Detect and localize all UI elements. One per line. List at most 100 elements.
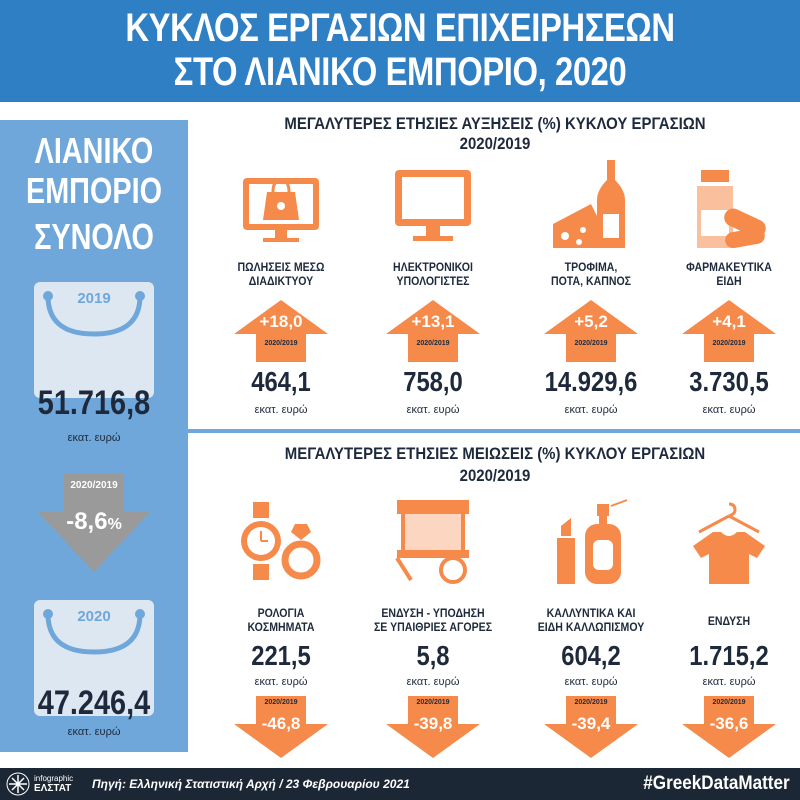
change-value: -8,6% bbox=[38, 508, 150, 536]
decrease-arrow: 2020/2019 -39,4 bbox=[544, 696, 638, 758]
decrease-item-open-air-markets: ΕΝΔΥΣΗ - ΥΠΟΔΗΣΗ ΣΕ ΥΠΑΙΘΡΙΕΣ ΑΓΟΡΕΣ 5,8… bbox=[358, 496, 508, 766]
elstat-star-icon bbox=[6, 772, 30, 796]
down-arrow-icon bbox=[234, 696, 328, 758]
item-unit: εκατ. ευρώ bbox=[254, 676, 308, 688]
item-label-line-1: ΕΝΔΥΣΗ - ΥΠΟΔΗΣΗ bbox=[381, 606, 485, 620]
lipstick-perfume-icon bbox=[557, 499, 628, 584]
item-label-line-1: ΦΑΡΜΑΚΕΥΤΙΚΑ bbox=[686, 260, 772, 274]
pct-change: -46,8 bbox=[261, 714, 301, 733]
increase-arrow: +18,0 2020/2019 bbox=[234, 300, 328, 362]
item-unit: εκατ. ευρώ bbox=[406, 676, 460, 688]
source-text: Πηγή: Ελληνική Στατιστική Αρχή / 23 Φεβρ… bbox=[92, 777, 410, 791]
decrease-arrow: 2020/2019 -46,8 bbox=[234, 696, 328, 758]
unit-2020: εκατ. ευρώ bbox=[67, 726, 121, 738]
bag-handle-icon bbox=[43, 609, 145, 655]
bag-handle-icon bbox=[43, 291, 145, 337]
item-value: 5,8 bbox=[416, 640, 450, 671]
total-change-arrow: 2020/2019 -8,6% bbox=[38, 474, 150, 572]
computer-monitor-icon bbox=[395, 170, 471, 241]
increase-arrow: +4,1 2020/2019 bbox=[682, 300, 776, 362]
item-value: 464,1 bbox=[251, 366, 311, 397]
pills-bottle-icon bbox=[697, 170, 766, 249]
down-arrow-icon bbox=[682, 696, 776, 758]
market-stall-icon bbox=[395, 500, 469, 584]
item-label-line-1: ΚΑΛΛΥΝΤΙΚΑ ΚΑΙ bbox=[546, 606, 636, 620]
item-label-line-1: ΡΟΛΟΓΙΑ bbox=[257, 606, 305, 620]
item-unit: εκατ. ευρώ bbox=[564, 676, 618, 688]
year-label-2020: 2020 bbox=[77, 608, 111, 625]
item-label-line-1: ΗΛΕΚΤΡΟΝΙΚΟΙ bbox=[393, 260, 473, 274]
cheese-bottle-icon bbox=[553, 160, 625, 248]
decrease-arrow: 2020/2019 -36,6 bbox=[682, 696, 776, 758]
pct-change: -39,8 bbox=[413, 714, 453, 733]
pct-change: +18,0 bbox=[259, 312, 303, 331]
pct-period: 2020/2019 bbox=[264, 699, 298, 706]
pct-period: 2020/2019 bbox=[574, 699, 608, 706]
increase-item-pharmaceuticals: ΦΑΡΜΑΚΕΥΤΙΚΑ ΕΙΔΗ +4,1 2020/2019 3.730,5… bbox=[654, 160, 800, 420]
increase-arrow: +5,2 2020/2019 bbox=[544, 300, 638, 362]
item-label-line-2: ΠΟΤΑ, ΚΑΠΝΟΣ bbox=[550, 274, 632, 288]
increase-item-online-sales: ΠΩΛΗΣΕΙΣ ΜΕΣΩ ΔΙΑΔΙΚΤΥΟΥ +18,0 2020/2019… bbox=[206, 160, 356, 420]
pct-period: 2020/2019 bbox=[712, 699, 746, 706]
panel-title-line-3: ΣΥΝΟΛΟ bbox=[34, 216, 154, 257]
decrease-item-clothing: ΕΝΔΥΣΗ 1.715,2 εκατ. ευρώ 2020/2019 -36,… bbox=[654, 496, 800, 766]
watch-ring-icon bbox=[241, 502, 321, 580]
footer: infographic ΕΛΣΤΑΤ Πηγή: Ελληνική Στατισ… bbox=[0, 768, 800, 800]
item-label-line-2: ΣΕ ΥΠΑΙΘΡΙΕΣ ΑΓΟΡΕΣ bbox=[373, 620, 493, 634]
unit-2019: εκατ. ευρώ bbox=[67, 432, 121, 444]
decrease-item-watches-jewelry: ΡΟΛΟΓΙΑ ΚΟΣΜΗΜΑΤΑ 221,5 εκατ. ευρώ 2020/… bbox=[206, 496, 356, 766]
item-label-line-2: ΕΙΔΗ ΚΑΛΛΩΠΙΣΜΟΥ bbox=[537, 620, 645, 634]
shopping-bag-2020: 2020 bbox=[34, 600, 154, 716]
up-arrow-icon bbox=[234, 300, 328, 362]
increases-period: 2020/2019 bbox=[459, 134, 531, 153]
year-label-2019: 2019 bbox=[77, 290, 111, 307]
change-number: -8,6 bbox=[66, 508, 108, 535]
item-value: 1.715,2 bbox=[689, 640, 769, 671]
pct-period: 2020/2019 bbox=[712, 340, 746, 347]
pct-change: +13,1 bbox=[411, 312, 455, 331]
item-value: 758,0 bbox=[403, 366, 463, 397]
total-value-2019: 51.716,8 bbox=[37, 384, 151, 422]
pct-change: -39,4 bbox=[571, 714, 611, 733]
decrease-item-cosmetics: ΚΑΛΛΥΝΤΙΚΑ ΚΑΙ ΕΙΔΗ ΚΑΛΛΩΠΙΣΜΟΥ 604,2 εκ… bbox=[516, 496, 666, 766]
up-arrow-icon bbox=[386, 300, 480, 362]
logo-text-top: infographic bbox=[34, 774, 74, 783]
item-value: 604,2 bbox=[561, 640, 621, 671]
elstat-logo: infographic ΕΛΣΤΑΤ bbox=[6, 772, 86, 796]
item-unit: εκατ. ευρώ bbox=[564, 404, 618, 416]
tshirt-hanger-icon bbox=[693, 502, 765, 584]
pct-change: +4,1 bbox=[712, 312, 746, 331]
item-label-line-2: ΚΟΣΜΗΜΑΤΑ bbox=[247, 620, 315, 634]
item-unit: εκατ. ευρώ bbox=[406, 404, 460, 416]
decreases-period: 2020/2019 bbox=[459, 466, 531, 485]
pct-change: -36,6 bbox=[709, 714, 749, 733]
item-label-line-2: ΥΠΟΛΟΓΙΣΤΕΣ bbox=[396, 274, 470, 288]
item-value: 3.730,5 bbox=[689, 366, 769, 397]
up-arrow-icon bbox=[682, 300, 776, 362]
section-divider bbox=[188, 429, 800, 433]
change-period: 2020/2019 bbox=[70, 480, 118, 491]
increases-title: ΜΕΓΑΛΥΤΕΡΕΣ ΕΤΗΣΙΕΣ ΑΥΞΗΣΕΙΣ (%) ΚΥΚΛΟΥ … bbox=[284, 114, 706, 133]
page-title-line-1: ΚΥΚΛΟΣ ΕΡΓΑΣΙΩΝ ΕΠΙΧΕΙΡΗΣΕΩΝ bbox=[125, 6, 675, 50]
up-arrow-icon bbox=[544, 300, 638, 362]
increase-item-food: ΤΡΟΦΙΜΑ, ΠΟΤΑ, ΚΑΠΝΟΣ +5,2 2020/2019 14.… bbox=[516, 160, 666, 420]
down-arrow-icon bbox=[386, 696, 480, 758]
decreases-title: ΜΕΓΑΛΥΤΕΡΕΣ ΕΤΗΣΙΕΣ ΜΕΙΩΣΕΙΣ (%) ΚΥΚΛΟΥ … bbox=[284, 444, 706, 463]
pct-period: 2020/2019 bbox=[416, 340, 450, 347]
item-label-line-1: ΕΝΔΥΣΗ bbox=[707, 614, 751, 628]
total-value-2020: 47.246,4 bbox=[37, 684, 151, 722]
item-label-line-2: ΕΙΔΗ bbox=[716, 274, 742, 288]
pct-change: +5,2 bbox=[574, 312, 608, 331]
item-label-line-2: ΔΙΑΔΙΚΤΥΟΥ bbox=[248, 274, 314, 288]
pct-period: 2020/2019 bbox=[574, 340, 608, 347]
down-arrow-icon bbox=[38, 474, 150, 572]
item-label-line-1: ΠΩΛΗΣΕΙΣ ΜΕΣΩ bbox=[237, 260, 325, 274]
item-unit: εκατ. ευρώ bbox=[702, 676, 756, 688]
down-arrow-icon bbox=[544, 696, 638, 758]
logo-text-bottom: ΕΛΣΤΑΤ bbox=[34, 783, 72, 794]
item-unit: εκατ. ευρώ bbox=[702, 404, 756, 416]
change-unit: % bbox=[107, 516, 122, 533]
item-label-line-1: ΤΡΟΦΙΜΑ, bbox=[564, 260, 618, 274]
panel-title-line-2: ΕΜΠΟΡΙΟ bbox=[25, 170, 163, 211]
increase-item-computers: ΗΛΕΚΤΡΟΝΙΚΟΙ ΥΠΟΛΟΓΙΣΤΕΣ +13,1 2020/2019… bbox=[358, 160, 508, 420]
